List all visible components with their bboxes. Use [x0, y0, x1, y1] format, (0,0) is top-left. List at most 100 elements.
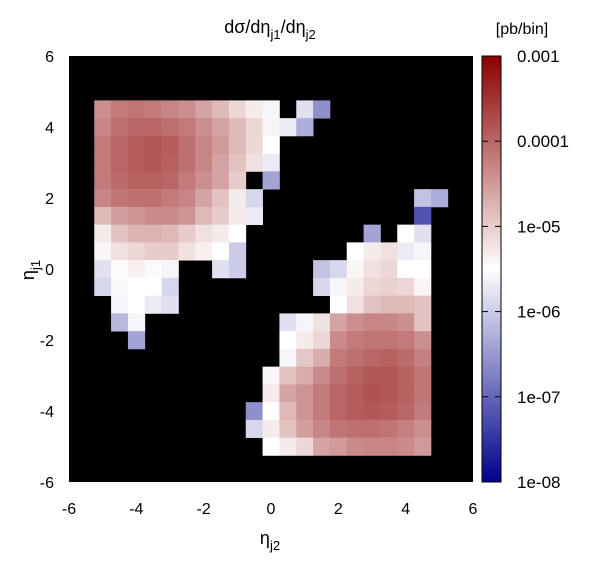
heatmap-cell	[329, 384, 348, 403]
y-tick-label: 4	[45, 120, 54, 137]
heatmap-cell	[363, 277, 381, 297]
heatmap-cell	[161, 242, 179, 261]
heatmap-cell	[380, 437, 398, 456]
heatmap-cell	[195, 171, 213, 190]
x-axis-ticks: -6 -4 -2 0 2 4 6	[62, 501, 478, 518]
heatmap-cell	[329, 437, 348, 456]
heatmap-cell	[262, 153, 280, 172]
heatmap-cell	[279, 402, 297, 421]
heatmap-cell	[430, 189, 449, 208]
heatmap-cell	[195, 153, 213, 172]
heatmap-cell	[279, 419, 297, 439]
heatmap-cell	[178, 171, 196, 190]
heatmap-cell	[313, 313, 331, 332]
y-tick-label: -4	[40, 404, 54, 421]
heatmap-cell	[414, 206, 432, 226]
heatmap-cell	[228, 242, 247, 261]
heatmap-cell	[94, 118, 112, 137]
heatmap-cell	[296, 118, 314, 137]
heatmap-cell	[178, 135, 196, 155]
heatmap-cell	[195, 100, 213, 119]
heatmap-cell	[363, 437, 381, 456]
heatmap-cell	[346, 348, 364, 368]
heatmap-cell	[127, 135, 146, 155]
heatmap-cell	[127, 242, 146, 261]
heatmap-cell	[414, 402, 432, 421]
heatmap-cell	[127, 313, 146, 332]
heatmap-cell	[127, 260, 146, 279]
heatmap-cell	[296, 419, 314, 439]
heatmap-cell	[262, 437, 280, 456]
heatmap-cell	[414, 295, 432, 314]
heatmap-cell	[414, 260, 432, 279]
heatmap-cell	[127, 118, 146, 137]
heatmap-cell	[380, 260, 398, 279]
heatmap-cell	[178, 224, 196, 243]
heatmap-cell	[228, 153, 247, 172]
heatmap-cell	[127, 224, 146, 243]
heatmap-cell	[212, 242, 230, 261]
colorbar-ticks: 1e-08 1e-07 1e-06 1e-05 0.0001 0.001	[482, 47, 569, 492]
heatmap-cell	[94, 189, 112, 208]
heatmap-cell	[144, 153, 162, 172]
heatmap-cell	[94, 242, 112, 261]
heatmap-cell	[144, 118, 162, 137]
heatmap-cell	[329, 331, 348, 350]
heatmap-cell	[397, 437, 415, 456]
heatmap-cell	[296, 331, 314, 350]
heatmap-cell	[212, 171, 230, 190]
heatmap-cell	[94, 100, 112, 119]
heatmap-cell	[397, 384, 415, 403]
heatmap-cell	[94, 260, 112, 279]
heatmap-cell	[111, 277, 129, 297]
heatmap-cell	[346, 242, 364, 261]
heatmap-cell	[178, 153, 196, 172]
x-tick-label: 4	[401, 501, 410, 518]
x-tick-label: 2	[334, 501, 343, 518]
heatmap-cell	[228, 189, 247, 208]
heatmap-cell	[397, 224, 415, 243]
heatmap-cell	[346, 313, 364, 332]
heatmap-cell	[144, 135, 162, 155]
heatmap-cell	[346, 260, 364, 279]
heatmap-cell	[380, 313, 398, 332]
heatmap-cell	[414, 277, 432, 297]
heatmap-cell	[296, 366, 314, 385]
heatmap-cell	[212, 135, 230, 155]
heatmap-cell	[363, 260, 381, 279]
heatmap-cell	[195, 242, 213, 261]
heatmap-cell	[212, 118, 230, 137]
heatmap-cell	[161, 153, 179, 172]
heatmap-cell	[228, 171, 247, 190]
heatmap-cell	[144, 171, 162, 190]
heatmap-cell	[212, 153, 230, 172]
heatmap-cell	[228, 206, 247, 226]
heatmap-cell	[329, 313, 348, 332]
heatmap-cell	[414, 384, 432, 403]
heatmap-cell	[111, 135, 129, 155]
heatmap-cell	[161, 118, 179, 137]
heatmap-cell	[397, 242, 415, 261]
heatmap-cell	[161, 135, 179, 155]
heatmap-cell	[144, 277, 162, 297]
heatmap-cell	[346, 437, 364, 456]
heatmap-cell	[262, 384, 280, 403]
heatmap-cell	[296, 313, 314, 332]
heatmap-cell	[346, 277, 364, 297]
chart-title: dσ/dηj1/dηj2	[224, 17, 315, 42]
heatmap-cell	[228, 118, 247, 137]
heatmap-cell	[127, 206, 146, 226]
heatmap-cell	[245, 206, 263, 226]
heatmap-cell	[161, 189, 179, 208]
heatmap-cell	[94, 277, 112, 297]
heatmap-cell	[329, 419, 348, 439]
heatmap-cell	[279, 313, 297, 332]
heatmap-cell	[94, 171, 112, 190]
heatmap-cell	[111, 260, 129, 279]
heatmap-cell	[414, 419, 432, 439]
heatmap-cell	[195, 224, 213, 243]
heatmap-cell	[363, 295, 381, 314]
heatmap-cell	[329, 366, 348, 385]
heatmap-cell	[94, 224, 112, 243]
